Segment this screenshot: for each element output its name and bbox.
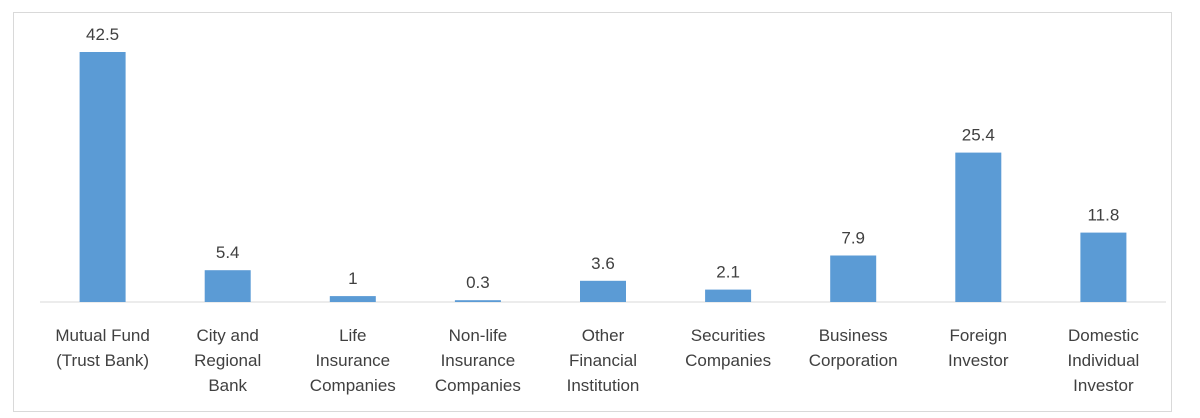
category-label-5-line-0: Securities xyxy=(691,326,766,345)
bar-5 xyxy=(705,289,752,302)
data-label-3: 0.3 xyxy=(466,273,490,292)
category-label-1-line-1: Regional xyxy=(194,351,261,370)
bar-3 xyxy=(454,300,501,302)
category-label-8-line-1: Individual xyxy=(1067,351,1139,370)
category-label-3-line-1: Insurance xyxy=(441,351,516,370)
category-label-4-line-0: Other xyxy=(582,326,625,345)
data-label-7: 25.4 xyxy=(962,126,995,145)
category-label-3-line-0: Non-life xyxy=(449,326,508,345)
category-label-2-line-1: Insurance xyxy=(315,351,390,370)
category-label-6-line-0: Business xyxy=(819,326,888,345)
bar-1 xyxy=(204,270,251,302)
data-label-4: 3.6 xyxy=(591,254,615,273)
category-label-2-line-0: Life xyxy=(339,326,366,345)
category-label-8-line-0: Domestic xyxy=(1068,326,1139,345)
category-label-4-line-1: Financial xyxy=(569,351,637,370)
bars-layer xyxy=(79,52,1127,302)
category-label-7-line-1: Investor xyxy=(948,351,1009,370)
category-label-4-line-2: Institution xyxy=(567,376,640,395)
bar-2 xyxy=(329,296,376,302)
value-labels-layer: 42.5 5.4 1 0.3 3.6 2.1 7.9 25.4 11.8 xyxy=(86,25,1119,292)
category-labels-layer: Mutual Fund (Trust Bank) City and Regional B… xyxy=(55,326,1139,395)
category-label-2-line-2: Companies xyxy=(310,376,396,395)
category-label-7-line-0: Foreign xyxy=(949,326,1007,345)
category-label-3-line-2: Companies xyxy=(435,376,521,395)
bar-8 xyxy=(1080,232,1127,302)
data-label-2: 1 xyxy=(348,269,357,288)
data-label-0: 42.5 xyxy=(86,25,119,44)
bar-4 xyxy=(580,280,626,302)
bar-0 xyxy=(79,52,126,302)
data-label-5: 2.1 xyxy=(716,263,740,282)
category-label-0-line-0: Mutual Fund xyxy=(55,326,150,345)
category-label-5-line-1: Companies xyxy=(685,351,771,370)
data-label-1: 5.4 xyxy=(216,243,240,262)
data-label-8: 11.8 xyxy=(1087,206,1119,225)
category-label-1-line-2: Bank xyxy=(208,376,247,395)
category-label-1-line-0: City and xyxy=(197,326,259,345)
category-label-0-line-1: (Trust Bank) xyxy=(56,351,149,370)
category-label-6-line-1: Corporation xyxy=(809,351,898,370)
category-label-8-line-2: Investor xyxy=(1073,376,1134,395)
bar-7 xyxy=(955,152,1002,302)
data-label-6: 7.9 xyxy=(841,229,865,248)
bar-6 xyxy=(830,255,877,302)
